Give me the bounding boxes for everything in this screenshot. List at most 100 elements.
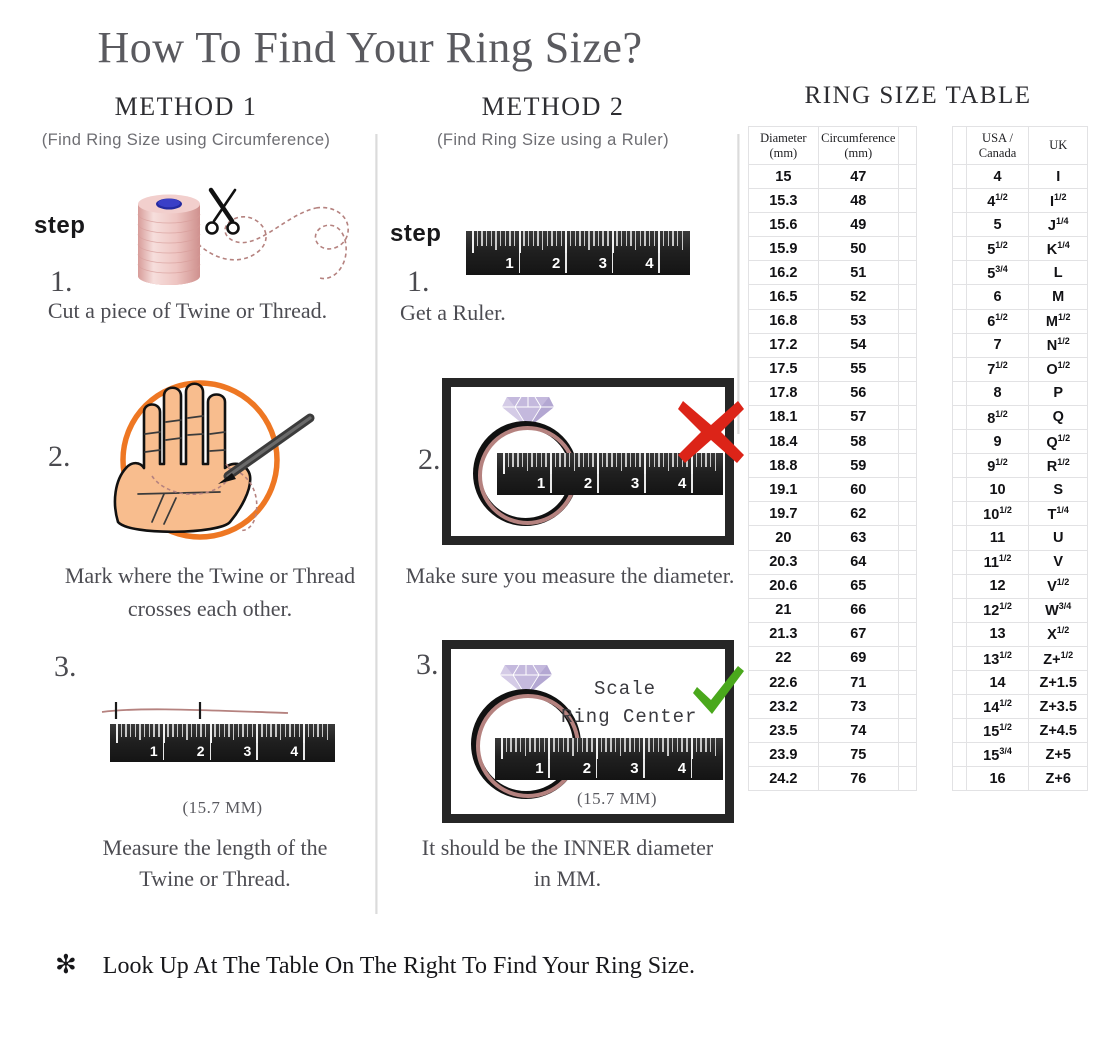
cell-uk: Q1/2 [1028, 429, 1088, 455]
cell-usa-canada: 4 [965, 163, 1030, 190]
cell-gap-left [897, 718, 917, 744]
method-2-step-2-number: 2. [418, 443, 441, 476]
cell-circumference: 56 [817, 380, 899, 406]
ruler-major-mark [643, 759, 645, 779]
cell-gap-right [952, 525, 967, 551]
diamond-gem-icon [501, 395, 555, 434]
method-1-heading: METHOD 1 (Find Ring Size using Circumfer… [0, 92, 372, 150]
header-usa-canada: USA / Canada [965, 126, 1030, 165]
cell-circumference: 60 [817, 477, 899, 503]
cell-uk: L [1028, 260, 1088, 286]
method-2-step-3-caption-line1: It should be the INNER diameter [421, 835, 714, 860]
method-2-step-3-caption-line2: in MM. [533, 866, 602, 891]
cell-usa-canada: 71/2 [965, 356, 1030, 382]
cell-uk: U [1028, 525, 1088, 551]
method-1-step-2-number: 2. [48, 440, 71, 473]
cell-uk: Z+5 [1028, 742, 1088, 768]
cell-usa-canada: 121/2 [965, 597, 1030, 623]
cell-usa-canada: 13 [965, 621, 1030, 647]
ruler-number: 1 [149, 743, 158, 759]
cell-usa-canada: 91/2 [965, 453, 1030, 479]
ruler-method2-step1: 1 2 3 4 [466, 231, 690, 275]
cell-gap-left [897, 525, 917, 551]
cell-circumference: 65 [817, 573, 899, 599]
cell-diameter: 17.8 [748, 380, 819, 406]
cell-circumference: 57 [817, 404, 899, 431]
ruler-major-mark [256, 743, 258, 761]
cell-spacer [916, 526, 953, 550]
cell-gap-right [952, 308, 967, 334]
cell-usa-canada: 101/2 [965, 501, 1030, 527]
ruler-number: 1 [505, 255, 514, 272]
cell-diameter: 16.5 [748, 284, 819, 310]
table-row: 15.9 50 51/2 K1/4 [748, 236, 1088, 262]
cell-spacer [916, 333, 953, 357]
ruler-ticks [497, 453, 723, 475]
method-1-step-2-caption-line2: crosses each other. [127, 596, 293, 621]
cell-diameter: 23.5 [748, 718, 819, 744]
cell-gap-left [897, 453, 917, 479]
cell-diameter: 17.5 [748, 356, 819, 382]
ruler-number: 3 [630, 475, 640, 492]
cell-uk: X1/2 [1028, 621, 1088, 647]
cell-gap-left [897, 501, 917, 527]
cell-spacer [916, 285, 953, 309]
cell-circumference: 50 [817, 236, 899, 262]
cell-diameter: 20 [748, 525, 819, 551]
ruler-major-mark [595, 759, 598, 779]
cell-gap-right [952, 260, 967, 286]
cell-spacer [916, 381, 953, 405]
method-2-step-2-illustration-box: 1 2 3 4 [442, 378, 744, 545]
ruler-major-mark [658, 253, 660, 274]
header-diameter-line1: Diameter [760, 131, 807, 146]
table-row: 20.3 64 111/2 V [748, 549, 1088, 575]
divider-method2-table [737, 134, 740, 434]
ruler-method1-step3: 1 2 3 4 [110, 724, 335, 762]
ruler-number: 2 [583, 475, 593, 492]
table-row: 18.4 58 9 Q1/2 [748, 429, 1088, 455]
cell-circumference: 64 [817, 549, 899, 575]
cell-circumference: 73 [817, 694, 899, 720]
method-1-title: METHOD 1 [114, 92, 258, 121]
table-row: 20 63 11 U [748, 525, 1088, 551]
cell-gap-right [952, 236, 967, 262]
table-row: 20.6 65 12 V1/2 [748, 573, 1088, 599]
method-2-step-1-caption: Get a Ruler. [400, 300, 506, 325]
cell-gap-left [897, 669, 917, 696]
cell-circumference: 76 [817, 766, 899, 792]
ruler-major-mark [550, 474, 552, 494]
ruler-number: 4 [677, 760, 687, 777]
cell-gap-right [952, 766, 967, 792]
ring-size-table: Diameter (mm) Circumference (mm) USA / C… [748, 126, 1088, 792]
ruler-major-mark [611, 253, 614, 274]
cell-gap-left [897, 645, 917, 671]
cell-gap-right [952, 645, 967, 671]
cell-gap-left [897, 332, 917, 358]
ruler-major-mark [690, 759, 693, 779]
cell-gap-left [897, 742, 917, 768]
cell-spacer [916, 189, 953, 213]
method-2-step-2-caption: Make sure you measure the diameter. [405, 563, 735, 588]
method-1-step-3-mm: (15.7 MM) [182, 798, 263, 817]
cell-diameter: 24.2 [748, 766, 819, 792]
table-row: 24.2 76 16 Z+6 [748, 766, 1088, 792]
cell-diameter: 22.6 [748, 669, 819, 696]
cell-diameter: 18.1 [748, 404, 819, 431]
orange-highlight-circle [120, 380, 280, 540]
cell-spacer [916, 165, 953, 189]
cell-gap-right [952, 356, 967, 382]
method-2-step-3-mm: (15.7 MM) [577, 789, 658, 808]
cell-gap-left [897, 212, 917, 238]
ruler-major-mark [162, 743, 165, 761]
cell-gap-left [897, 163, 917, 190]
ruler-ticks [110, 724, 335, 744]
cell-diameter: 17.2 [748, 332, 819, 358]
table-row: 21.3 67 13 X1/2 [748, 621, 1088, 647]
cell-spacer [916, 598, 953, 622]
table-row: 16.8 53 61/2 M1/2 [748, 308, 1088, 334]
cell-uk: M [1028, 284, 1088, 310]
cell-gap-left [897, 694, 917, 720]
cell-gap-right [952, 212, 967, 238]
cell-uk: Q [1028, 404, 1088, 431]
cell-uk: R1/2 [1028, 453, 1088, 479]
